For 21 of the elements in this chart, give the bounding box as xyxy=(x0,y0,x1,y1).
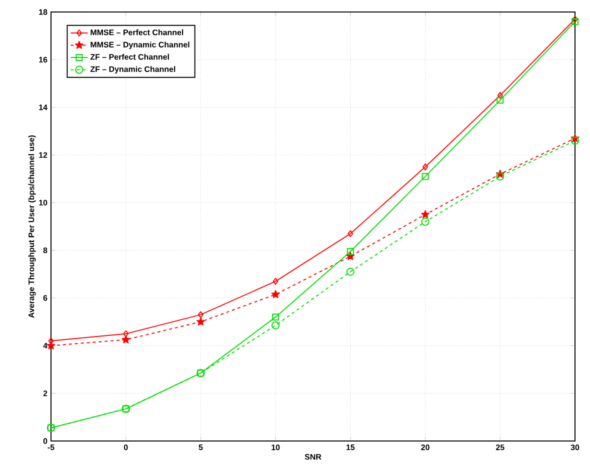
point xyxy=(497,92,503,99)
point xyxy=(346,248,354,256)
point xyxy=(46,341,56,350)
point xyxy=(348,230,354,238)
point xyxy=(198,311,204,318)
point xyxy=(272,278,278,285)
point xyxy=(271,321,280,330)
point xyxy=(496,172,504,181)
point xyxy=(346,268,355,276)
point xyxy=(271,290,280,298)
point xyxy=(123,330,129,338)
point xyxy=(570,136,580,145)
point xyxy=(272,314,280,321)
point xyxy=(422,172,429,180)
point xyxy=(422,163,428,170)
point xyxy=(572,18,578,26)
point xyxy=(122,335,130,344)
point xyxy=(421,210,430,218)
point xyxy=(196,317,205,326)
point xyxy=(421,218,430,226)
point xyxy=(496,96,504,104)
